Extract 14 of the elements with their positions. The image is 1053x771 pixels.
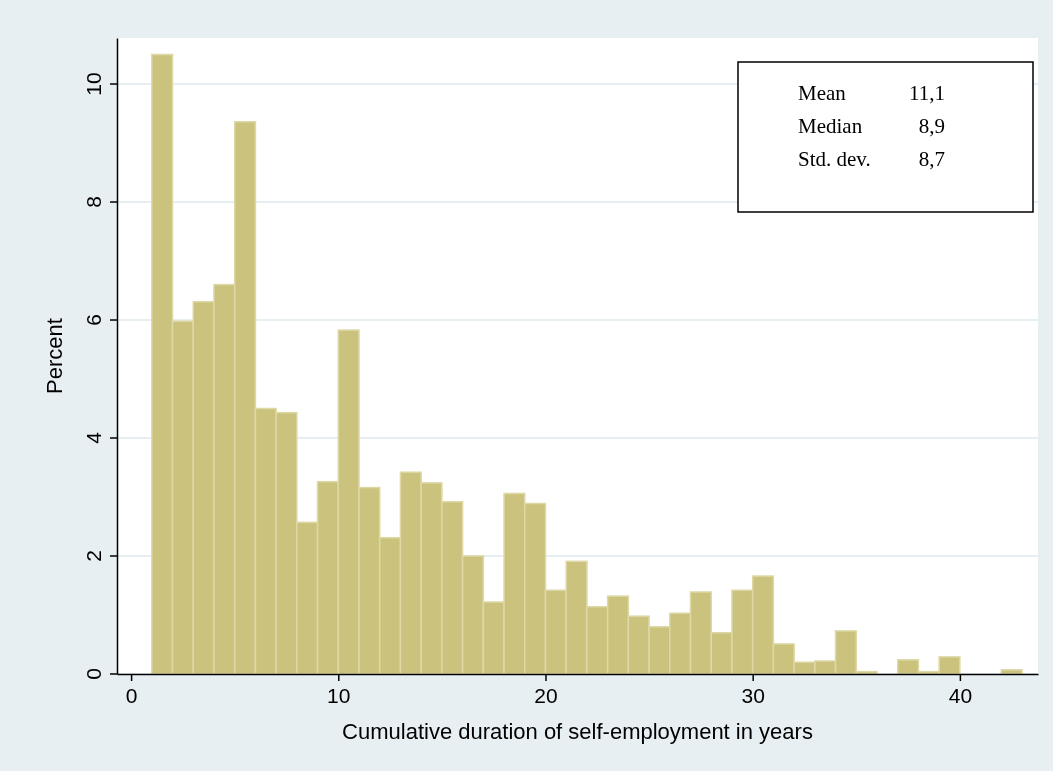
y-tick-label: 2: [82, 550, 105, 562]
x-tick-label: 20: [534, 683, 558, 707]
stats-box: Mean 11,1 Median 8,9 Std. dev. 8,7: [737, 61, 1034, 213]
y-tick-label: 4: [82, 431, 105, 444]
x-tick-label: 0: [125, 683, 138, 707]
x-tick-label: 10: [327, 683, 351, 707]
x-tick-label: 40: [948, 683, 973, 707]
y-tick-label: 0: [82, 668, 105, 680]
y-axis-title: Percent: [42, 318, 67, 394]
x-axis-title: Cumulative duration of self-employment in years: [342, 719, 813, 744]
y-tick-label: 10: [82, 72, 105, 96]
x-tick-label: 30: [741, 683, 765, 707]
y-tick-label: 8: [82, 196, 105, 208]
y-tick-label: 6: [82, 314, 105, 326]
